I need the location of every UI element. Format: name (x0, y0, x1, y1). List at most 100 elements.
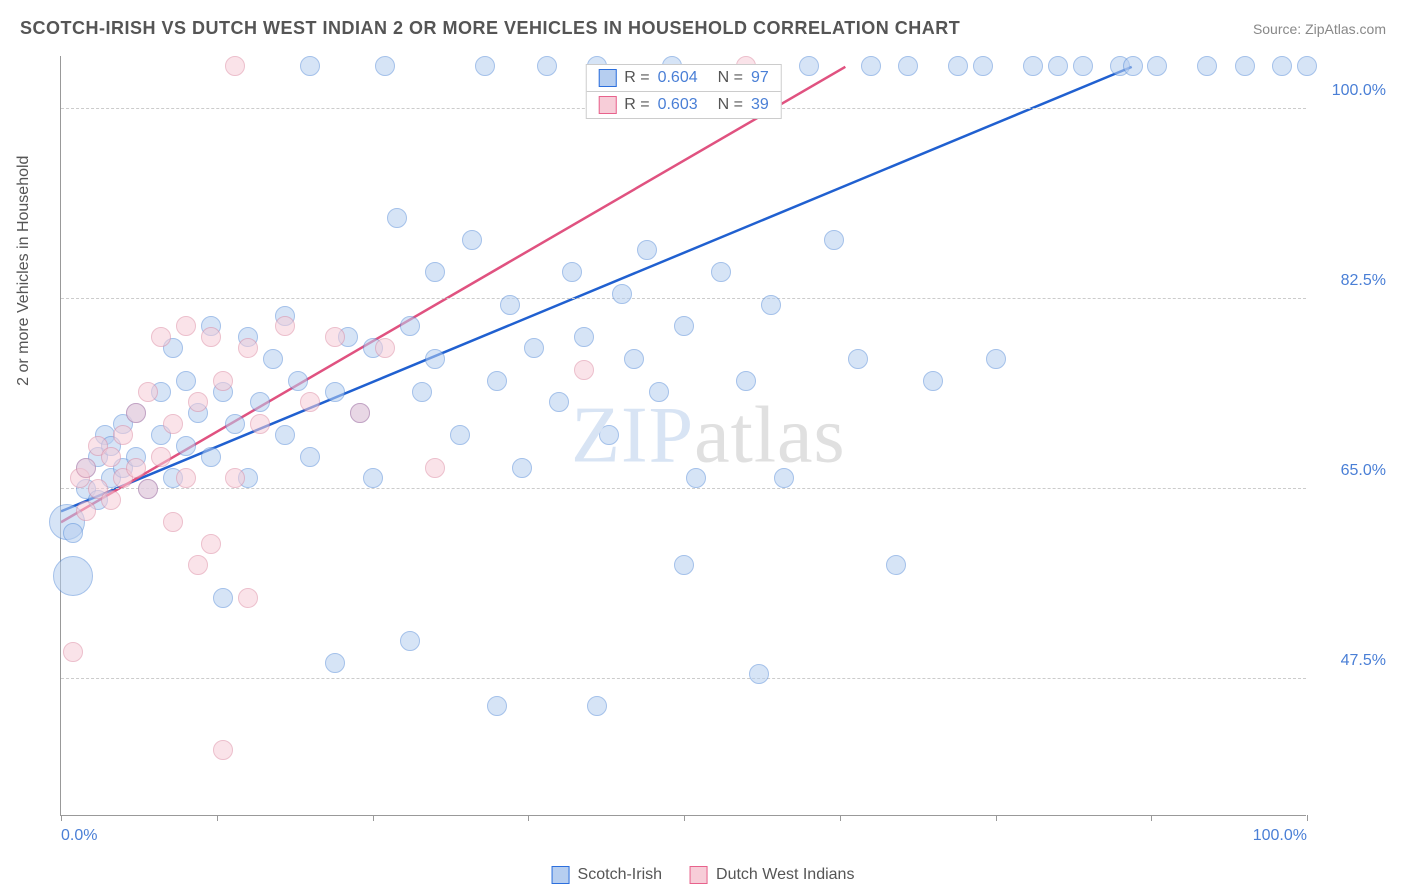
scatter-point (275, 316, 295, 336)
scatter-point (176, 316, 196, 336)
scatter-point (176, 436, 196, 456)
chart-title: SCOTCH-IRISH VS DUTCH WEST INDIAN 2 OR M… (20, 18, 960, 39)
r-label: R = (624, 96, 649, 114)
correlation-legend: R =0.604N =97 R = 0.603 N = 39 (585, 64, 782, 119)
scatter-point (375, 56, 395, 76)
source-label: Source: ZipAtlas.com (1253, 21, 1386, 37)
scatter-point (599, 425, 619, 445)
scatter-point (1023, 56, 1043, 76)
legend-swatch (690, 866, 708, 884)
scatter-point (201, 534, 221, 554)
scatter-point (201, 447, 221, 467)
scatter-point (711, 262, 731, 282)
scatter-point (861, 56, 881, 76)
scatter-point (176, 371, 196, 391)
scatter-point (288, 371, 308, 391)
scatter-point (425, 458, 445, 478)
scatter-point (275, 425, 295, 445)
legend-swatch (598, 69, 616, 87)
x-tick (684, 815, 685, 821)
scatter-point (53, 556, 93, 596)
scatter-point (1123, 56, 1143, 76)
scatter-point (113, 425, 133, 445)
scatter-point (549, 392, 569, 412)
r-value: 0.604 (658, 69, 698, 87)
scatter-point (325, 653, 345, 673)
x-tick (528, 815, 529, 821)
gridline (61, 678, 1306, 679)
scatter-point (163, 512, 183, 532)
scatter-point (1073, 56, 1093, 76)
scatter-point (126, 403, 146, 423)
scatter-point (151, 447, 171, 467)
y-tick-label: 47.5% (1341, 652, 1386, 670)
x-tick-label: 0.0% (61, 827, 97, 845)
n-value: 97 (751, 69, 769, 87)
series-legend: Scotch-Irish Dutch West Indians (552, 866, 855, 884)
scatter-point (400, 631, 420, 651)
scatter-point (612, 284, 632, 304)
scatter-point (986, 349, 1006, 369)
scatter-point (138, 479, 158, 499)
scatter-point (886, 555, 906, 575)
scatter-point (948, 56, 968, 76)
y-tick-label: 100.0% (1332, 82, 1386, 100)
n-value: 39 (751, 96, 769, 114)
scatter-point (201, 327, 221, 347)
scatter-point (76, 458, 96, 478)
n-label: N = (718, 96, 743, 114)
scatter-point (686, 468, 706, 488)
scatter-point (250, 414, 270, 434)
scatter-point (637, 240, 657, 260)
scatter-point (213, 740, 233, 760)
scatter-point (537, 56, 557, 76)
y-tick-label: 65.0% (1341, 462, 1386, 480)
scatter-point (350, 403, 370, 423)
scatter-point (325, 327, 345, 347)
scatter-point (574, 327, 594, 347)
chart-container: SCOTCH-IRISH VS DUTCH WEST INDIAN 2 OR M… (0, 0, 1406, 892)
scatter-point (500, 295, 520, 315)
scatter-point (848, 349, 868, 369)
watermark-atlas: atlas (694, 390, 846, 481)
legend-row: R =0.604N =97 (586, 65, 781, 92)
scatter-point (138, 382, 158, 402)
scatter-point (151, 327, 171, 347)
legend-row: R = 0.603 N = 39 (586, 92, 781, 118)
scatter-point (450, 425, 470, 445)
gridline (61, 488, 1306, 489)
scatter-point (225, 56, 245, 76)
scatter-point (213, 588, 233, 608)
trend-lines (61, 56, 1306, 815)
scatter-point (898, 56, 918, 76)
scatter-point (923, 371, 943, 391)
scatter-point (412, 382, 432, 402)
scatter-point (1297, 56, 1317, 76)
trend-line (61, 67, 1132, 512)
scatter-point (674, 555, 694, 575)
scatter-point (63, 642, 83, 662)
scatter-point (1235, 56, 1255, 76)
legend-label: Dutch West Indians (716, 866, 854, 884)
r-value: 0.603 (658, 96, 698, 114)
scatter-point (300, 392, 320, 412)
x-tick (1307, 815, 1308, 821)
scatter-point (325, 382, 345, 402)
scatter-point (973, 56, 993, 76)
plot-area: ZIPatlas R =0.604N =97R =0.603N =39 47.5… (60, 56, 1306, 816)
y-axis-label: 2 or more Vehicles in Household (15, 156, 33, 386)
scatter-point (387, 208, 407, 228)
scatter-point (101, 447, 121, 467)
scatter-point (238, 338, 258, 358)
scatter-point (225, 414, 245, 434)
scatter-point (624, 349, 644, 369)
scatter-point (1147, 56, 1167, 76)
scatter-point (736, 371, 756, 391)
gridline (61, 298, 1306, 299)
scatter-point (824, 230, 844, 250)
legend-label: Scotch-Irish (578, 866, 662, 884)
scatter-point (225, 468, 245, 488)
scatter-point (101, 490, 121, 510)
legend-item: Dutch West Indians (690, 866, 854, 884)
trend-line (61, 67, 845, 522)
